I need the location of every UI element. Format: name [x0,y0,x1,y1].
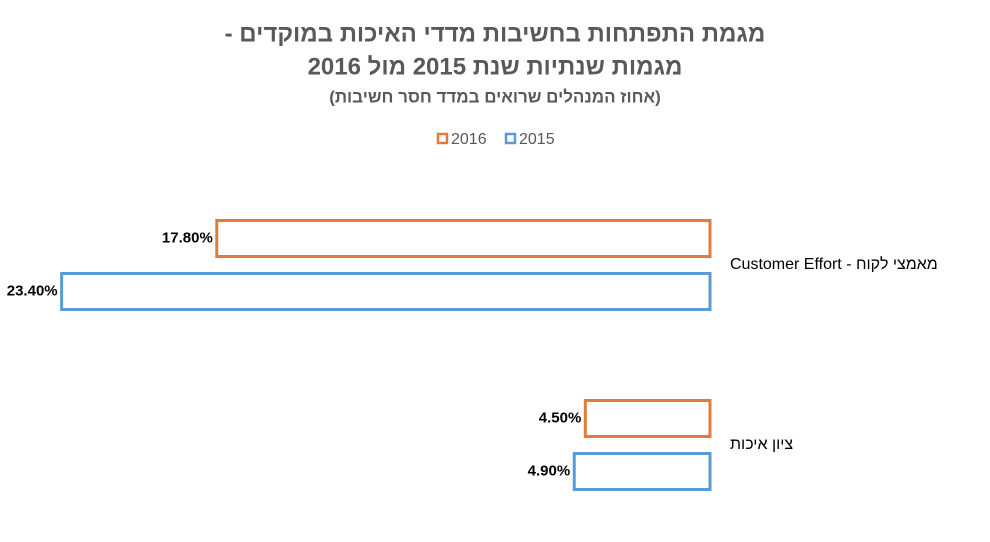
value-label: 17.80% [162,229,213,246]
legend-label: 2016 [451,131,487,148]
chart-title: מגמת התפתחות בחשיבות מדדי האיכות במוקדים… [225,20,766,47]
value-label: 23.40% [7,282,58,299]
legend-label: 2015 [519,131,555,148]
legend-swatch [436,132,449,145]
chart-title: מגמות שנתיות שנת 2015 מול 2016 [308,53,683,80]
chart-subtitle: (אחוז המנהלים שרואים במדד חסר חשיבות) [329,87,661,106]
bar [215,219,712,258]
value-label: 4.50% [539,409,582,426]
bar [583,399,712,438]
bar [60,272,712,311]
category-label: ציון איכות [730,436,793,453]
category-label: מאמצי לקוח - Customer Effort [730,255,938,273]
bar [572,452,712,491]
legend-swatch [504,132,517,145]
value-label: 4.90% [528,462,571,479]
